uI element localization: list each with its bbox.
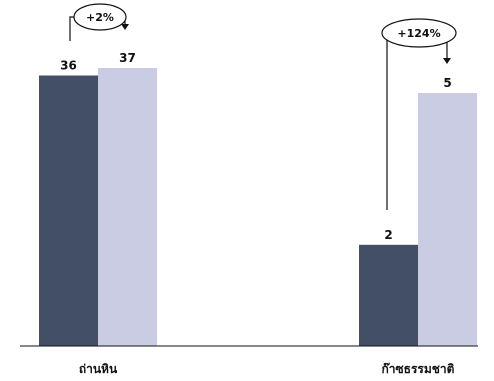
category-label-0: ถ่านหิน [79,362,118,376]
change-callout-1 [381,18,457,48]
bar-0-1 [98,68,157,346]
change-arrowhead-1 [443,58,451,64]
data-label-1-0: 2 [384,228,392,242]
category-label-1: ก๊าซธรรมชาติ [382,362,455,376]
change-callout-0 [73,3,127,31]
data-label-0-1: 37 [119,51,136,65]
category-labels: ถ่านหิน ก๊าซธรรมชาติ [79,362,455,376]
data-labels: 36 37 2 5 [60,51,452,242]
data-label-1-1: 5 [443,76,451,90]
change-label-0: +2% [86,11,114,24]
bars-layer [39,68,477,346]
change-connectors: +2% +124% [69,3,457,210]
change-arrowhead-0 [121,24,129,30]
bar-1-0 [359,244,418,346]
data-label-0-0: 36 [60,59,77,73]
change-label-1: +124% [397,27,440,40]
bar-0-0 [39,75,98,346]
bar-1-1 [418,93,477,346]
